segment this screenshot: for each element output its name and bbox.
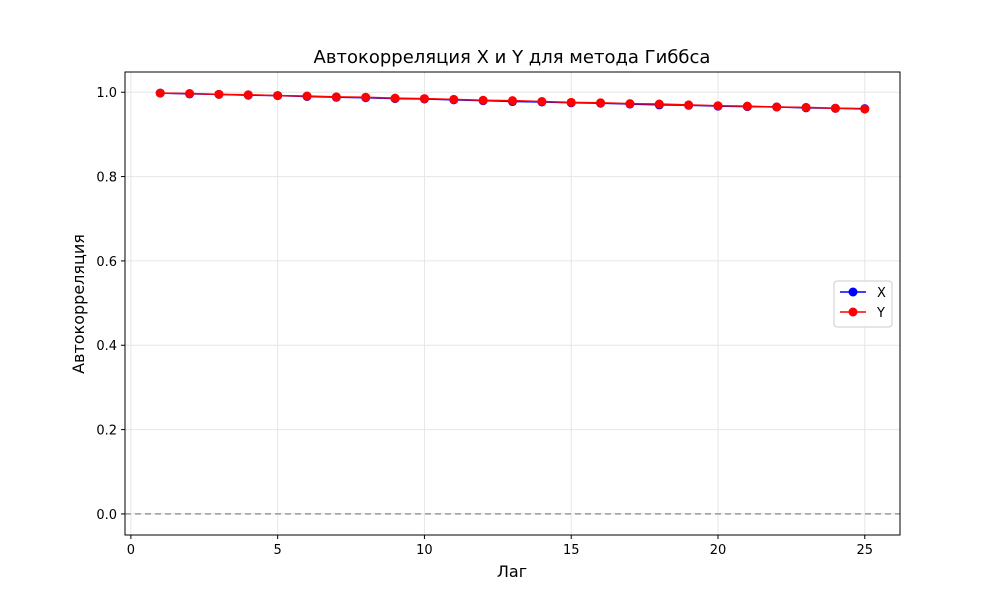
chart-title: Автокорреляция X и Y для метода Гиббса: [314, 47, 711, 68]
series-y-point-8: [361, 92, 371, 102]
series-y-point-25: [860, 104, 870, 114]
series-y-point-9: [390, 93, 400, 103]
x-tick-label-5: 25: [856, 543, 873, 558]
series-layer: [155, 88, 870, 114]
series-y-point-20: [713, 101, 723, 111]
series-y-point-16: [596, 98, 606, 108]
x-tick-label-4: 20: [710, 543, 727, 558]
series-y-point-6: [302, 91, 312, 101]
series-y-point-2: [185, 89, 195, 99]
plot-area-frame: [124, 71, 901, 536]
legend-marker-x: [848, 287, 858, 297]
legend-label-y: Y: [876, 306, 885, 321]
x-tick-label-1: 5: [274, 543, 282, 558]
x-tick-label-3: 15: [563, 543, 580, 558]
x-tick-label-0: 0: [127, 543, 135, 558]
y-tick-label-3: 0.6: [96, 255, 117, 270]
y-tick-label-4: 0.8: [96, 171, 117, 186]
series-y-point-11: [449, 94, 459, 104]
series-y-point-14: [537, 97, 547, 107]
series-y-point-23: [801, 102, 811, 112]
y-axis-label: Автокорреляция: [69, 234, 88, 374]
series-y-point-7: [331, 92, 341, 102]
series-y-point-18: [654, 99, 664, 109]
legend-marker-y: [848, 307, 858, 317]
series-y-point-22: [772, 102, 782, 112]
series-y-point-10: [419, 94, 429, 104]
x-axis-ticks: 0 5 10 15 20 25: [127, 535, 873, 558]
series-y-point-21: [742, 101, 752, 111]
y-axis-ticks: 0.0 0.2 0.4 0.6 0.8 1.0: [96, 86, 125, 523]
series-y-point-12: [478, 95, 488, 105]
series-y-point-19: [684, 100, 694, 110]
y-tick-label-2: 0.4: [96, 339, 117, 354]
legend: XY: [833, 280, 893, 328]
series-y-point-1: [155, 88, 165, 98]
y-tick-label-0: 0.0: [96, 508, 117, 523]
series-y-point-3: [214, 89, 224, 99]
y-tick-label-1: 0.2: [96, 424, 117, 439]
series-y-point-4: [243, 90, 253, 100]
y-tick-label-5: 1.0: [96, 86, 117, 101]
series-y-point-13: [508, 96, 517, 106]
x-tick-label-2: 10: [416, 543, 433, 558]
series-y-point-5: [273, 91, 283, 101]
series-y-point-24: [830, 103, 840, 113]
series-y-point-15: [566, 97, 576, 107]
grid: [125, 72, 900, 535]
series-y: [155, 88, 870, 114]
legend-label-x: X: [877, 286, 886, 301]
series-y-point-17: [625, 99, 635, 109]
x-axis-label: Лаг: [497, 562, 527, 581]
